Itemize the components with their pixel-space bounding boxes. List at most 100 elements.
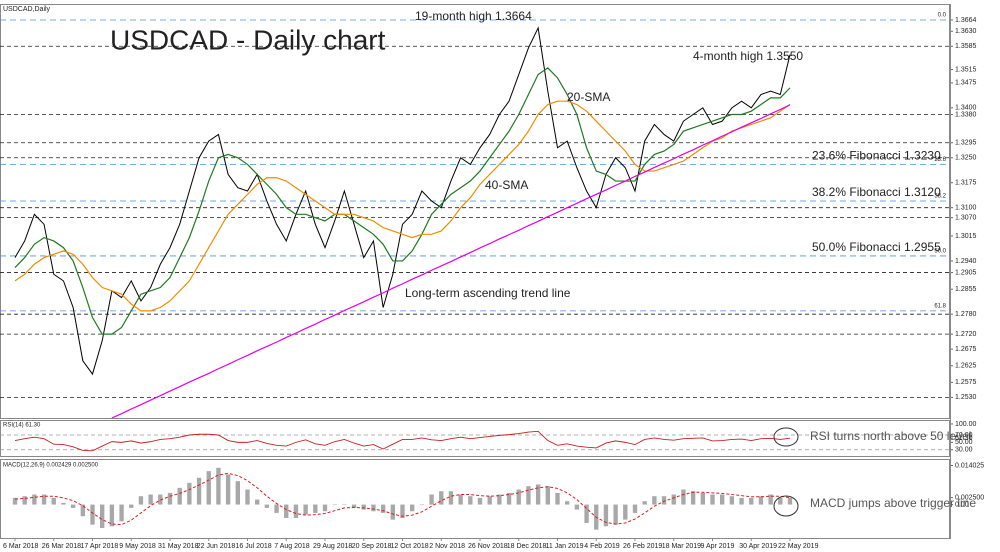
macd-bar [410,504,415,512]
series-name: USDCAD,Daily [3,6,51,13]
macd-bar [778,497,783,505]
macd-bar [196,477,202,505]
macd-bar [671,494,676,505]
macd-bar [351,504,357,508]
macd-bar [371,504,376,512]
fibonacci-ratio: 23.6 [934,157,946,163]
macd-bar [487,496,492,505]
panel-title: MACD(12,26,9) 0.002429 0.002500 [3,463,99,469]
macd-bar [661,496,667,505]
y-tick-label: 1.3475 [955,80,977,87]
series-line [14,67,791,335]
x-tick-label: 18 Mar 2019 [662,543,701,550]
x-tick-label: 18 Dec 2018 [507,543,547,550]
macd-bar [729,496,735,505]
macd-bar [565,501,570,505]
macd-bar [526,486,531,505]
macd-bar [584,504,589,523]
chart-title: USDCAD - Daily chart [110,24,386,55]
macd-bar [700,492,705,505]
y-tick-label: 1.3070 [955,215,977,222]
x-tick-label: 11 Jan 2019 [546,543,584,550]
macd-bar [400,504,405,518]
y-tick-label: 1.2720 [955,331,977,338]
x-tick-label: 20 Sep 2018 [352,543,392,550]
y-tick-label: 0.00 [955,501,969,508]
macd-bar [80,504,85,517]
macd-bar [642,501,647,505]
macd-bar [468,496,473,505]
macd-bar [749,497,754,505]
macd-bar [710,494,715,505]
y-tick-label: 61.30 [955,435,973,442]
macd-bar [12,497,18,505]
y-tick-label: 100.00 [955,421,977,428]
macd-bar [720,494,725,505]
macd-bar [303,504,308,515]
x-tick-label: 6 Mar 2018 [3,543,39,550]
y-tick-label: 1.2675 [955,346,977,353]
x-tick-label: 4 Feb 2019 [584,543,620,550]
macd-bar [603,504,609,527]
macd-bar [90,504,95,525]
y-tick-label: 1.3175 [955,180,977,187]
y-tick-label: 1.3250 [955,155,977,162]
macd-bar [138,496,144,505]
x-tick-label: 7 Aug 2018 [274,543,310,550]
macd-bar [206,471,211,505]
macd-bar [322,504,328,512]
y-tick-label: 70.00 [955,432,973,439]
series-line [14,100,791,312]
x-tick-label: 17 Apr 2018 [81,543,119,550]
macd-bar [681,489,686,505]
macd-bar [439,491,444,505]
macd-bar [545,486,550,505]
macd-bar [245,489,250,505]
macd-bar [758,496,764,505]
macd-bar [100,504,105,528]
macd-bar [506,492,512,505]
y-tick-label: 1.3400 [955,105,977,112]
y-tick-label: 1.3664 [955,17,977,24]
macd-bar [458,494,463,505]
y-tick-label: 1.3585 [955,43,977,50]
macd-bar [51,497,56,505]
y-tick-label: 1.2625 [955,363,977,370]
macd-bar [225,474,231,505]
y-tick-label: 1.2905 [955,269,977,276]
fibonacci-label: 38.2% Fibonacci 1.3120 [812,185,941,199]
y-tick-label: 1.3380 [955,111,977,118]
macd-bar [70,504,76,508]
fibonacci-label: 23.6% Fibonacci 1.3230 [812,149,941,163]
series-line [111,104,791,419]
macd-bar [119,504,124,522]
macd-bar [516,489,521,505]
macd-bar [739,497,744,505]
y-tick-label: 30.00 [955,447,973,454]
series-name: 40-SMA [485,178,528,192]
series-line [14,26,791,376]
fibonacci-ratio: 38.2 [934,194,946,200]
x-tick-label: 16 Jul 2018 [236,543,272,550]
macd-bar [216,467,221,505]
macd-bar [390,504,395,520]
y-tick-label: 1.2530 [955,394,977,401]
fibonacci-label: 50.0% Fibonacci 1.2955 [812,240,941,254]
series-line [14,430,791,452]
macd-panel-frame [0,459,950,539]
y-tick-label: 1.2855 [955,286,977,293]
fibonacci-ratio: 61.8 [934,303,946,309]
macd-bar [167,492,173,505]
macd-bar [419,504,425,506]
y-tick-label: 1.3100 [955,205,977,212]
macd-bar [477,497,483,505]
macd-bar [61,502,66,505]
macd-bar [613,504,618,525]
rsi-panel-frame [0,420,950,457]
macd-bar [690,491,696,505]
macd-bar [148,494,153,505]
macd-bar [429,494,434,505]
macd-bar [187,482,192,505]
annotation: 19-month high 1.3664 [415,9,532,23]
